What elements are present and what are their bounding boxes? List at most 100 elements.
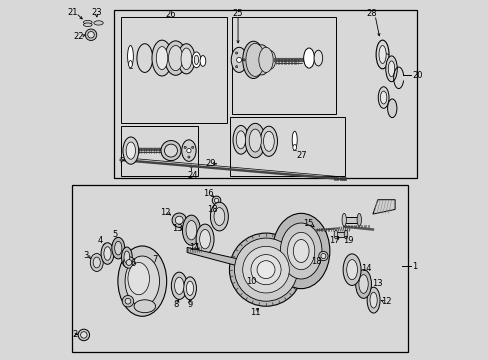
Text: 3: 3	[83, 251, 88, 260]
Circle shape	[123, 257, 135, 268]
Circle shape	[212, 196, 221, 205]
Ellipse shape	[90, 253, 103, 271]
Ellipse shape	[385, 56, 396, 82]
Text: 23: 23	[91, 8, 102, 17]
Text: 28: 28	[366, 9, 376, 18]
Ellipse shape	[346, 260, 357, 280]
Circle shape	[191, 146, 193, 148]
Text: 15: 15	[303, 219, 313, 228]
Circle shape	[229, 233, 302, 306]
Text: 19: 19	[343, 236, 353, 245]
Ellipse shape	[356, 213, 361, 226]
Ellipse shape	[233, 126, 248, 154]
Ellipse shape	[272, 213, 329, 289]
Ellipse shape	[333, 230, 337, 239]
Ellipse shape	[344, 230, 347, 239]
Ellipse shape	[115, 241, 122, 255]
Circle shape	[214, 198, 218, 203]
Bar	[72, 185, 407, 352]
Ellipse shape	[249, 129, 261, 152]
Circle shape	[234, 238, 297, 301]
Ellipse shape	[152, 40, 172, 76]
Ellipse shape	[181, 48, 191, 69]
Ellipse shape	[200, 55, 205, 66]
Ellipse shape	[194, 55, 198, 64]
Text: 1: 1	[411, 262, 417, 271]
Polygon shape	[372, 200, 394, 214]
Text: 2: 2	[72, 330, 77, 339]
Ellipse shape	[156, 46, 167, 69]
Ellipse shape	[264, 50, 275, 69]
Ellipse shape	[358, 275, 367, 293]
Ellipse shape	[258, 47, 273, 72]
Ellipse shape	[168, 45, 183, 71]
Text: 4: 4	[98, 237, 103, 246]
Ellipse shape	[244, 123, 265, 158]
Ellipse shape	[104, 247, 111, 260]
Circle shape	[175, 216, 183, 224]
Circle shape	[236, 57, 241, 62]
Ellipse shape	[83, 21, 92, 24]
Circle shape	[125, 298, 131, 304]
Ellipse shape	[210, 202, 228, 231]
Bar	[344, 217, 359, 223]
Text: 17: 17	[329, 236, 340, 245]
Ellipse shape	[125, 256, 159, 306]
Text: 18: 18	[206, 205, 217, 214]
Circle shape	[164, 144, 177, 157]
Ellipse shape	[134, 300, 155, 313]
Ellipse shape	[378, 87, 388, 108]
Bar	[231, 17, 335, 114]
Ellipse shape	[112, 237, 124, 259]
Ellipse shape	[236, 131, 245, 149]
Text: 24: 24	[187, 171, 197, 180]
Circle shape	[235, 52, 237, 54]
Circle shape	[122, 296, 133, 307]
Ellipse shape	[293, 239, 308, 262]
Ellipse shape	[182, 140, 196, 161]
Ellipse shape	[292, 144, 296, 150]
Ellipse shape	[375, 40, 388, 69]
Ellipse shape	[126, 142, 135, 159]
Bar	[113, 10, 416, 178]
Circle shape	[88, 32, 94, 38]
Text: 27: 27	[296, 151, 306, 160]
Bar	[335, 232, 346, 237]
Ellipse shape	[366, 287, 379, 313]
Ellipse shape	[128, 60, 132, 68]
Bar	[230, 117, 344, 176]
Circle shape	[235, 66, 237, 68]
Ellipse shape	[164, 41, 186, 75]
Ellipse shape	[292, 131, 297, 148]
Ellipse shape	[174, 277, 183, 294]
Circle shape	[243, 59, 244, 61]
Circle shape	[81, 332, 87, 338]
Text: 14: 14	[189, 243, 199, 252]
Text: 13: 13	[171, 224, 182, 233]
Polygon shape	[187, 247, 241, 267]
Circle shape	[250, 255, 281, 285]
Ellipse shape	[178, 44, 195, 74]
Circle shape	[126, 260, 132, 265]
Ellipse shape	[182, 215, 200, 245]
Bar	[121, 17, 226, 123]
Bar	[121, 126, 198, 176]
Ellipse shape	[231, 47, 246, 72]
Circle shape	[85, 29, 97, 41]
Text: 5: 5	[113, 230, 118, 239]
Ellipse shape	[127, 45, 133, 67]
Circle shape	[78, 329, 89, 341]
Text: 14: 14	[361, 265, 371, 274]
Ellipse shape	[196, 224, 214, 254]
Text: 25: 25	[232, 9, 243, 18]
Ellipse shape	[83, 23, 92, 27]
Ellipse shape	[313, 50, 322, 66]
Circle shape	[186, 148, 191, 153]
Text: 21: 21	[68, 8, 78, 17]
Ellipse shape	[242, 41, 264, 78]
Ellipse shape	[121, 247, 132, 267]
Ellipse shape	[124, 251, 129, 263]
Ellipse shape	[303, 48, 314, 68]
Ellipse shape	[214, 208, 224, 226]
Ellipse shape	[280, 223, 321, 279]
